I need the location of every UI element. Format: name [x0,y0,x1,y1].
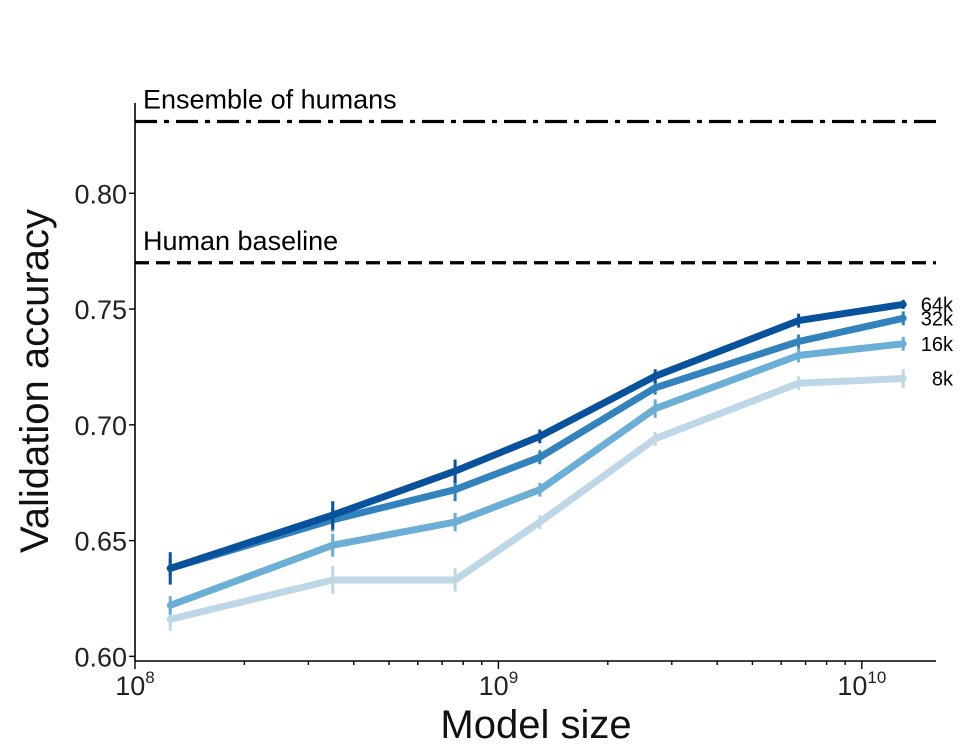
data-point [536,453,544,461]
y-tick-label: 0.75 [74,295,127,325]
data-point [899,300,907,308]
data-point [795,351,803,359]
series-line [169,375,904,623]
x-tick-label: 109 [479,668,519,701]
series-32k [166,311,907,578]
data-point [795,317,803,325]
data-point [651,384,659,392]
data-point [651,405,659,413]
data-point [166,564,174,572]
reference-lines: Ensemble of humans Human baseline [135,85,936,265]
data-point [795,337,803,345]
data-point [651,435,659,443]
axes: 0.60 0.65 0.70 0.75 0.80 108 109 1010 [74,103,936,701]
data-point [166,601,174,609]
data-point [329,541,337,549]
x-tick-label: 108 [115,668,155,701]
series-label-32k: 32k [921,308,954,330]
series-16k [166,336,907,615]
data-point [899,340,907,348]
reference-line-label: Ensemble of humans [143,85,397,115]
y-tick-label: 0.65 [74,527,127,557]
data-point [166,615,174,623]
data-point [329,576,337,584]
data-point [536,486,544,494]
reference-line-label: Human baseline [143,226,338,256]
data-point [329,511,337,519]
y-axis-title: Validation accuracy [13,209,57,553]
data-point [651,372,659,380]
data-point [451,486,459,494]
data-point [795,379,803,387]
series-layer [166,299,907,631]
y-tick-label: 0.70 [74,411,127,441]
data-point [536,432,544,440]
data-point [451,576,459,584]
data-point [899,375,907,383]
series-label-16k: 16k [921,334,954,356]
data-point [899,314,907,322]
series-label-64k: 64k [921,294,954,316]
series-64k [166,299,907,585]
x-tick-label: 1010 [837,668,886,701]
data-point [451,518,459,526]
y-tick-label: 0.80 [74,179,127,209]
series-8k [166,369,907,631]
x-axis-title: Model size [440,703,631,747]
data-point [451,467,459,475]
series-label-8k: 8k [932,369,954,391]
y-tick-label: 0.60 [74,642,127,672]
data-point [536,518,544,526]
